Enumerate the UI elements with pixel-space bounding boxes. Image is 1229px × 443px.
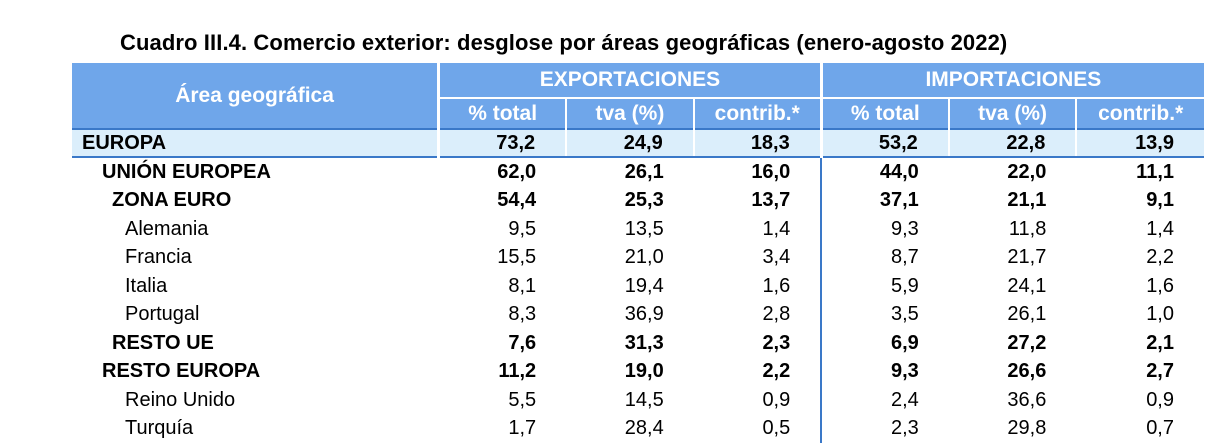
row-label: RESTO UE bbox=[72, 329, 439, 358]
imports-contrib-cell: 0,9 bbox=[1076, 386, 1204, 415]
row-label: UNIÓN EUROPEA bbox=[72, 157, 439, 187]
imports-group-header: IMPORTACIONES bbox=[821, 63, 1204, 98]
exports-contrib-cell: 0,5 bbox=[694, 415, 822, 443]
imports-tva-cell: 27,2 bbox=[949, 329, 1077, 358]
exports-pct-total-cell: 7,6 bbox=[439, 329, 567, 358]
imports-pct-total-cell: 5,9 bbox=[821, 272, 949, 301]
table-row: Italia 8,1 19,4 1,6 5,9 24,1 1,6 bbox=[72, 272, 1204, 301]
imports-contrib-cell: 9,1 bbox=[1076, 187, 1204, 216]
imports-contrib-cell: 11,1 bbox=[1076, 157, 1204, 187]
imports-contrib-cell: 1,6 bbox=[1076, 272, 1204, 301]
imports-pct-total-cell: 2,3 bbox=[821, 415, 949, 443]
exports-contrib-cell: 13,7 bbox=[694, 187, 822, 216]
imports-tva-header: tva (%) bbox=[949, 98, 1077, 129]
imports-tva-cell: 22,0 bbox=[949, 157, 1077, 187]
table-row: EUROPA 73,2 24,9 18,3 53,2 22,8 13,9 bbox=[72, 129, 1204, 157]
exports-group-header: EXPORTACIONES bbox=[439, 63, 822, 98]
row-label: Turquía bbox=[72, 415, 439, 443]
exports-tva-cell: 13,5 bbox=[566, 215, 694, 244]
exports-contrib-cell: 0,9 bbox=[694, 386, 822, 415]
imports-tva-cell: 21,1 bbox=[949, 187, 1077, 216]
exports-pct-total-cell: 9,5 bbox=[439, 215, 567, 244]
table-row: Francia 15,5 21,0 3,4 8,7 21,7 2,2 bbox=[72, 244, 1204, 273]
exports-tva-cell: 36,9 bbox=[566, 301, 694, 330]
imports-tva-cell: 29,8 bbox=[949, 415, 1077, 443]
imports-tva-cell: 21,7 bbox=[949, 244, 1077, 273]
imports-contrib-cell: 0,7 bbox=[1076, 415, 1204, 443]
imports-tva-cell: 24,1 bbox=[949, 272, 1077, 301]
row-label: EUROPA bbox=[72, 129, 439, 157]
table-row: Turquía 1,7 28,4 0,5 2,3 29,8 0,7 bbox=[72, 415, 1204, 443]
row-label: RESTO EUROPA bbox=[72, 358, 439, 387]
imports-pct-total-cell: 6,9 bbox=[821, 329, 949, 358]
imports-pct-total-cell: 2,4 bbox=[821, 386, 949, 415]
exports-pct-total-header: % total bbox=[439, 98, 567, 129]
imports-tva-cell: 11,8 bbox=[949, 215, 1077, 244]
imports-pct-total-cell: 8,7 bbox=[821, 244, 949, 273]
exports-pct-total-cell: 15,5 bbox=[439, 244, 567, 273]
exports-contrib-cell: 2,3 bbox=[694, 329, 822, 358]
imports-tva-cell: 26,1 bbox=[949, 301, 1077, 330]
row-label: Portugal bbox=[72, 301, 439, 330]
exports-pct-total-cell: 73,2 bbox=[439, 129, 567, 157]
table-row: Reino Unido 5,5 14,5 0,9 2,4 36,6 0,9 bbox=[72, 386, 1204, 415]
imports-pct-total-cell: 3,5 bbox=[821, 301, 949, 330]
exports-tva-cell: 31,3 bbox=[566, 329, 694, 358]
table-row: ZONA EURO 54,4 25,3 13,7 37,1 21,1 9,1 bbox=[72, 187, 1204, 216]
exports-tva-cell: 19,4 bbox=[566, 272, 694, 301]
area-column-header: Área geográfica bbox=[72, 63, 439, 129]
row-label: Italia bbox=[72, 272, 439, 301]
imports-tva-cell: 36,6 bbox=[949, 386, 1077, 415]
imports-pct-total-cell: 53,2 bbox=[821, 129, 949, 157]
exports-contrib-cell: 18,3 bbox=[694, 129, 822, 157]
imports-tva-cell: 22,8 bbox=[949, 129, 1077, 157]
exports-contrib-cell: 1,4 bbox=[694, 215, 822, 244]
imports-tva-cell: 26,6 bbox=[949, 358, 1077, 387]
imports-pct-total-cell: 9,3 bbox=[821, 358, 949, 387]
exports-pct-total-cell: 5,5 bbox=[439, 386, 567, 415]
exports-tva-cell: 26,1 bbox=[566, 157, 694, 187]
table-row: Alemania 9,5 13,5 1,4 9,3 11,8 1,4 bbox=[72, 215, 1204, 244]
exports-tva-cell: 25,3 bbox=[566, 187, 694, 216]
exports-tva-cell: 14,5 bbox=[566, 386, 694, 415]
exports-pct-total-cell: 8,1 bbox=[439, 272, 567, 301]
imports-pct-total-cell: 37,1 bbox=[821, 187, 949, 216]
imports-contrib-cell: 1,4 bbox=[1076, 215, 1204, 244]
exports-tva-cell: 21,0 bbox=[566, 244, 694, 273]
row-label: ZONA EURO bbox=[72, 187, 439, 216]
exports-pct-total-cell: 62,0 bbox=[439, 157, 567, 187]
exports-tva-cell: 19,0 bbox=[566, 358, 694, 387]
table-title: Cuadro III.4. Comercio exterior: desglos… bbox=[120, 30, 1007, 56]
trade-table: Área geográfica EXPORTACIONES IMPORTACIO… bbox=[72, 63, 1204, 443]
imports-contrib-cell: 2,7 bbox=[1076, 358, 1204, 387]
exports-tva-cell: 24,9 bbox=[566, 129, 694, 157]
exports-pct-total-cell: 8,3 bbox=[439, 301, 567, 330]
imports-contrib-cell: 13,9 bbox=[1076, 129, 1204, 157]
imports-contrib-cell: 2,2 bbox=[1076, 244, 1204, 273]
exports-contrib-cell: 3,4 bbox=[694, 244, 822, 273]
row-label: Alemania bbox=[72, 215, 439, 244]
row-label: Reino Unido bbox=[72, 386, 439, 415]
table-row: Portugal 8,3 36,9 2,8 3,5 26,1 1,0 bbox=[72, 301, 1204, 330]
imports-contrib-header: contrib.* bbox=[1076, 98, 1204, 129]
imports-contrib-cell: 2,1 bbox=[1076, 329, 1204, 358]
exports-pct-total-cell: 1,7 bbox=[439, 415, 567, 443]
exports-pct-total-cell: 11,2 bbox=[439, 358, 567, 387]
exports-contrib-cell: 2,2 bbox=[694, 358, 822, 387]
exports-contrib-cell: 1,6 bbox=[694, 272, 822, 301]
table-row: UNIÓN EUROPEA 62,0 26,1 16,0 44,0 22,0 1… bbox=[72, 157, 1204, 187]
exports-tva-header: tva (%) bbox=[566, 98, 694, 129]
imports-pct-total-cell: 9,3 bbox=[821, 215, 949, 244]
table-row: RESTO EUROPA 11,2 19,0 2,2 9,3 26,6 2,7 bbox=[72, 358, 1204, 387]
row-label: Francia bbox=[72, 244, 439, 273]
exports-tva-cell: 28,4 bbox=[566, 415, 694, 443]
exports-pct-total-cell: 54,4 bbox=[439, 187, 567, 216]
exports-contrib-cell: 16,0 bbox=[694, 157, 822, 187]
exports-contrib-cell: 2,8 bbox=[694, 301, 822, 330]
imports-contrib-cell: 1,0 bbox=[1076, 301, 1204, 330]
imports-pct-total-header: % total bbox=[821, 98, 949, 129]
table-row: RESTO UE 7,6 31,3 2,3 6,9 27,2 2,1 bbox=[72, 329, 1204, 358]
exports-contrib-header: contrib.* bbox=[694, 98, 822, 129]
imports-pct-total-cell: 44,0 bbox=[821, 157, 949, 187]
